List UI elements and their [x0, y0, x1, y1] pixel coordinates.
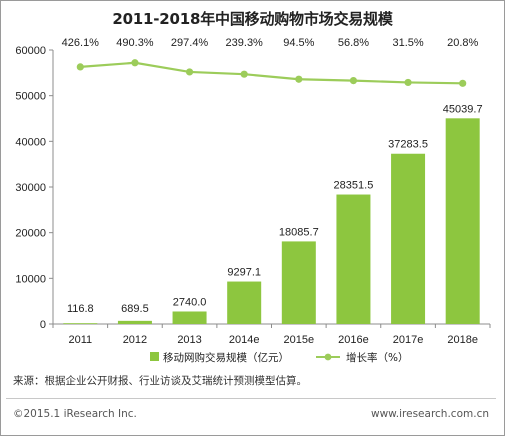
growth-rate-label: 20.8%	[447, 37, 478, 49]
legend-swatch-point	[324, 353, 332, 361]
growth-rate-label: 490.3%	[116, 37, 154, 49]
footer-divider	[6, 398, 496, 399]
growth-rate-point	[185, 68, 194, 76]
bar-value-label: 18085.7	[279, 226, 319, 238]
bar	[117, 320, 152, 324]
growth-rate-label: 426.1%	[62, 37, 100, 49]
y-tick-label: 30000	[15, 182, 46, 194]
growth-rate-line	[80, 61, 463, 85]
bar	[336, 194, 371, 324]
bar-value-label: 28351.5	[334, 180, 374, 192]
website-link[interactable]: www.iresearch.com.cn	[370, 408, 489, 420]
copyright: ©2015.1 iResearch Inc.	[13, 408, 137, 420]
y-tick-label: 40000	[15, 136, 46, 148]
growth-rate-point	[459, 79, 467, 87]
growth-rate-point	[240, 70, 248, 78]
bars	[63, 118, 480, 325]
x-tick-label: 2017e	[393, 334, 424, 346]
bar	[63, 323, 98, 324]
y-tick-label: 60000	[15, 45, 46, 57]
growth-line	[76, 59, 467, 87]
bar-value-label: 45039.7	[443, 103, 483, 115]
bar-value-label: 9297.1	[227, 267, 261, 279]
legend-label-bar: 移动网购交易规模（亿元）	[163, 351, 289, 364]
growth-rate-point	[131, 59, 139, 67]
bar-line-chart: 0 10000 20000 30000 40000 50000 60000 2011 2012 2…	[15, 37, 491, 364]
legend-label-line: 增长率（%）	[346, 351, 408, 364]
growth-rate-point	[349, 76, 358, 85]
axes: 0 10000 20000 30000 40000 50000 60000 2011 2012 2…	[15, 45, 491, 346]
bar	[445, 118, 480, 325]
growth-rate-point	[295, 75, 303, 83]
y-tick-label: 0	[40, 319, 46, 331]
growth-rate-label: 297.4%	[171, 37, 209, 49]
data-labels: 116.8 689.5 2740.0 9297.1 18085.7 28351.5 3728…	[62, 37, 483, 315]
bar	[281, 241, 316, 324]
x-tick-label: 2014e	[229, 334, 260, 346]
y-tick-label: 20000	[15, 228, 46, 240]
bar-value-label: 2740.0	[173, 296, 207, 308]
growth-rate-label: 94.5%	[283, 37, 314, 49]
x-tick-label: 2018e	[447, 334, 478, 346]
chart-title: 2011-2018年中国移动购物市场交易规模	[112, 10, 393, 28]
x-tick-label: 2016e	[338, 334, 369, 346]
y-tick-label: 50000	[15, 91, 46, 103]
growth-rate-point	[76, 63, 84, 71]
growth-rate-point	[404, 78, 412, 87]
x-tick-label: 2012	[123, 334, 147, 346]
bar	[227, 281, 262, 324]
bar	[172, 311, 207, 324]
legend: 移动网购交易规模（亿元） 增长率（%）	[150, 351, 408, 364]
bar	[391, 153, 426, 324]
growth-rate-label: 31.5%	[392, 37, 423, 49]
x-tick-label: 2015e	[284, 334, 315, 346]
y-tick-label: 10000	[15, 273, 46, 285]
bar-value-label: 37283.5	[388, 139, 428, 151]
legend-swatch-bar	[150, 352, 159, 361]
bar-value-label: 689.5	[121, 303, 149, 315]
growth-rate-label: 239.3%	[226, 37, 264, 49]
growth-rate-label: 56.8%	[338, 37, 369, 49]
bar-value-label: 116.8	[67, 303, 94, 315]
x-tick-label: 2013	[177, 334, 201, 346]
x-tick-label: 2011	[68, 334, 92, 346]
source-note: 来源：根据企业公开财报、行业访谈及艾瑞统计预测模型估算。	[13, 375, 307, 387]
